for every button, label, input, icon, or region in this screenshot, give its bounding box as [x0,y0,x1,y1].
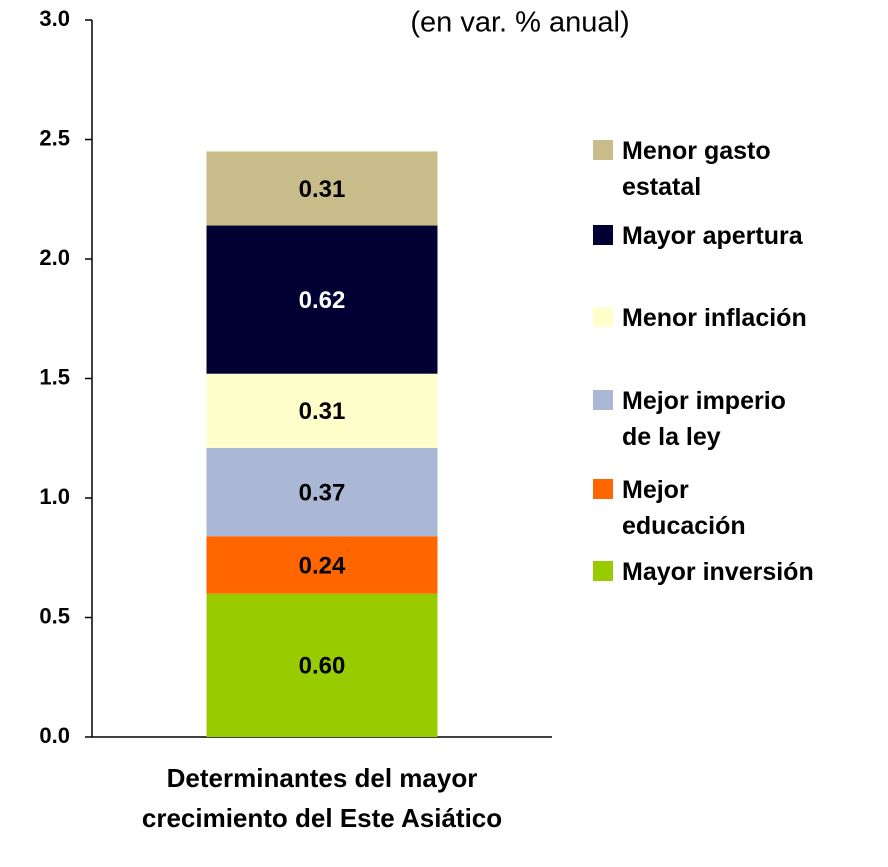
data-label: 0.31 [299,176,346,203]
legend-label: Mayor apertura [622,222,803,250]
x-tick-label: Determinantes del mayor crecimiento del … [141,763,503,833]
chart-title: (en var. % anual) [410,7,629,39]
legend-swatch [593,140,613,160]
y-tick-label: 0.0 [39,723,70,748]
bar-segment [206,593,438,737]
data-label: 0.62 [299,287,346,314]
data-label: 0.37 [299,479,346,506]
y-tick-label: 3.0 [39,6,70,31]
bar-segment [206,225,438,374]
legend-label: Mayor inversión [622,558,814,586]
y-tick-label: 2.5 [39,125,70,150]
legend-label: Mejor imperio de la ley [622,387,786,451]
legend-swatch [593,561,613,581]
legend-label: Menor inflación [622,304,807,332]
y-tick-label: 0.5 [39,603,70,628]
legend-swatch [593,479,613,499]
legend-swatch [593,307,613,327]
bar-segment [206,536,438,594]
y-tick-label: 1.0 [39,484,70,509]
bar-segment [206,373,438,448]
y-tick-label: 1.5 [39,364,70,389]
data-label: 0.31 [299,398,346,425]
bar-segment [206,447,438,537]
data-label: 0.60 [299,653,346,680]
data-label: 0.24 [299,552,346,579]
legend-label: Mejor educación [622,476,746,540]
legend-swatch [593,225,613,245]
bar-segment [206,151,438,226]
legend-swatch [593,390,613,410]
y-tick-label: 2.0 [39,245,70,270]
legend-label: Menor gasto estatal [622,137,771,201]
